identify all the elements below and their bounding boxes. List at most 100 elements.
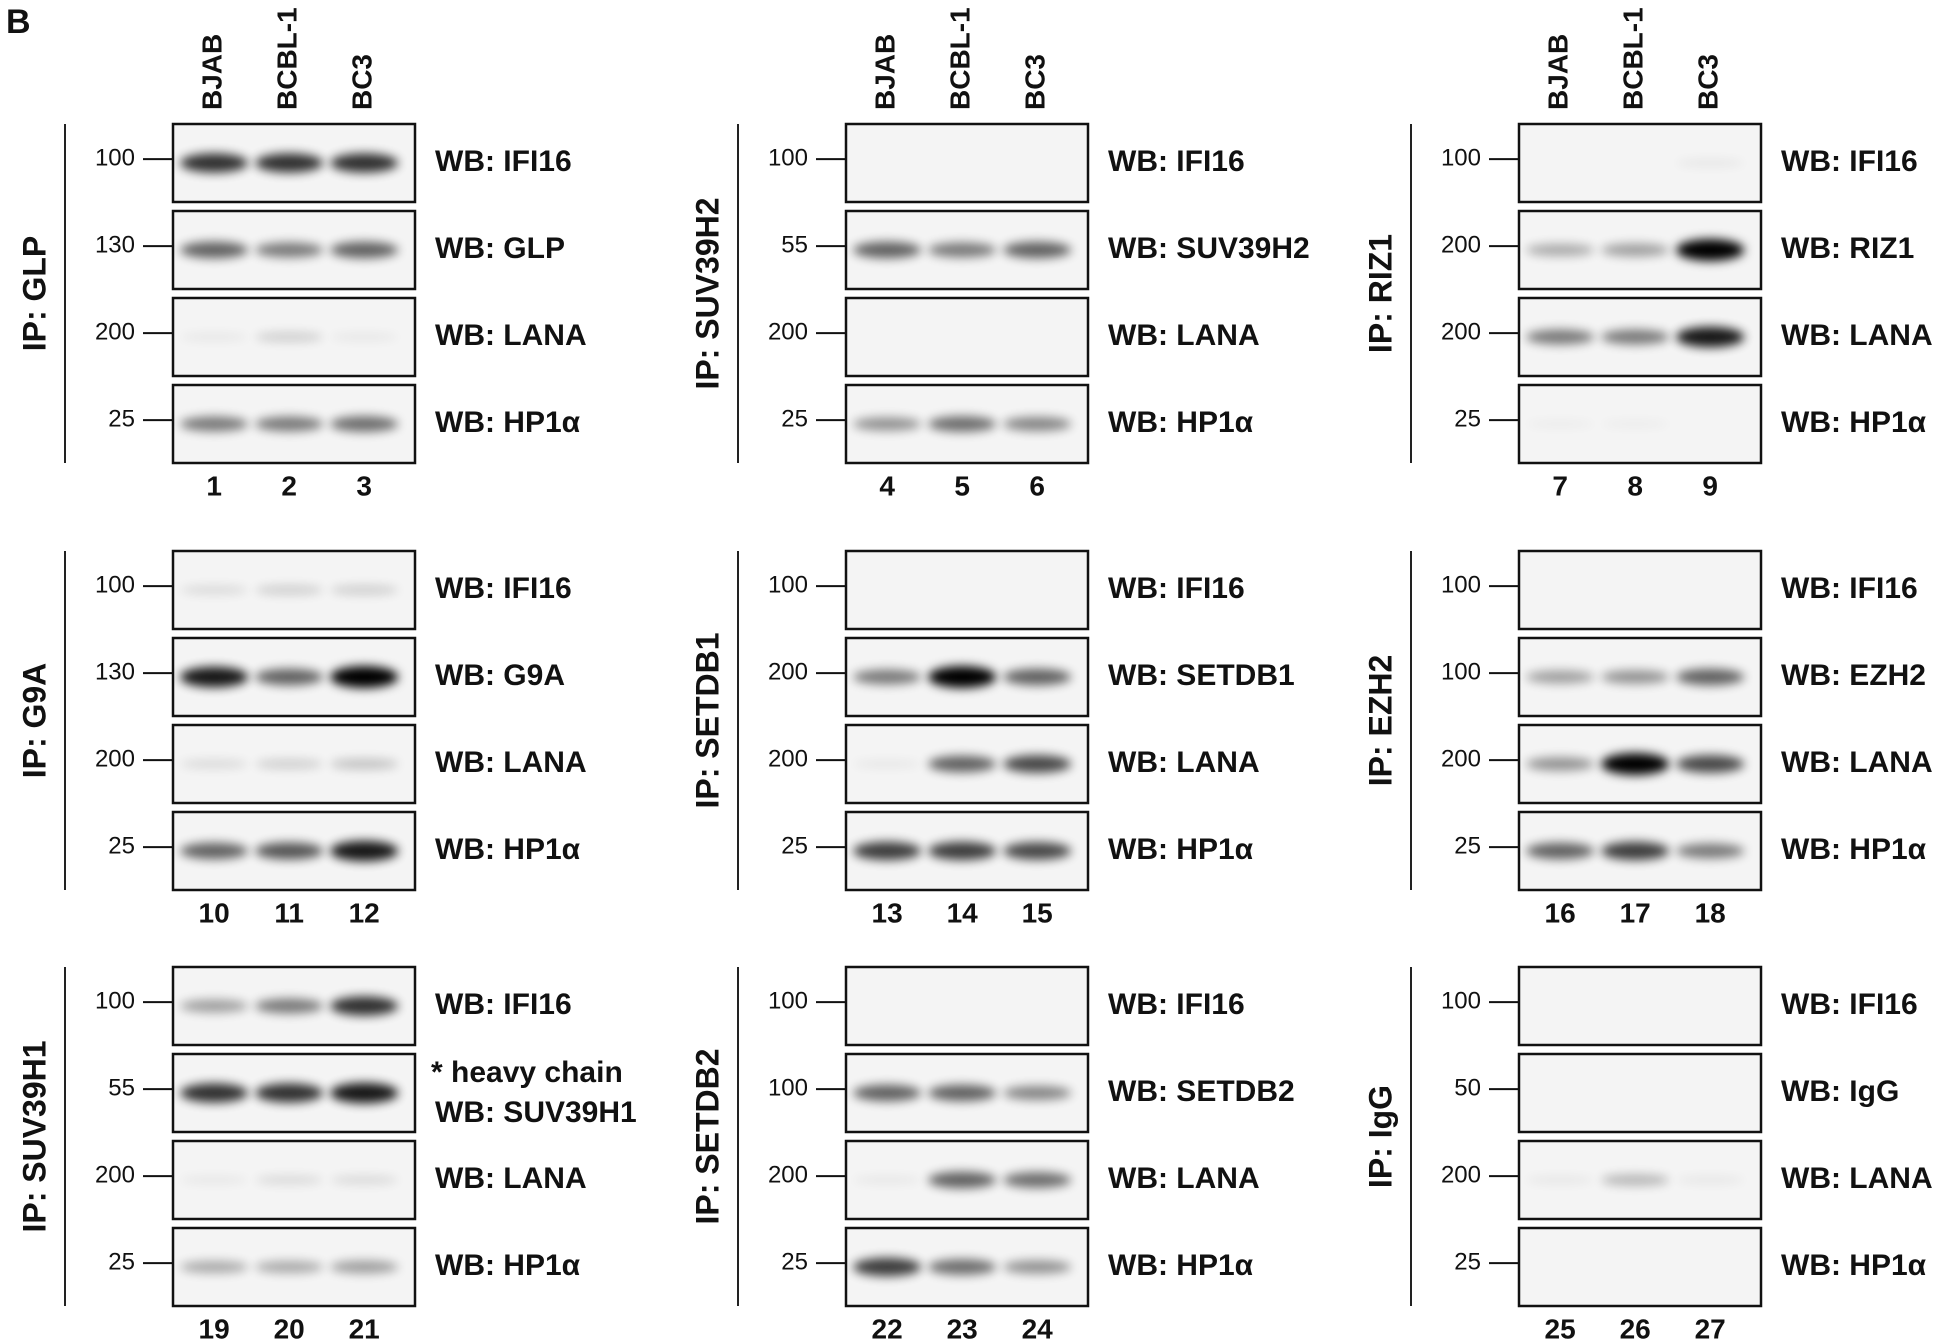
ip-label: IP: G9A xyxy=(16,663,52,779)
blot xyxy=(171,723,417,805)
band xyxy=(255,242,324,258)
blot xyxy=(1517,383,1763,465)
lane-header: BCBL-1 xyxy=(1618,7,1649,110)
blot-frame xyxy=(171,209,417,291)
lane-header: BJAB xyxy=(197,34,228,110)
band xyxy=(853,1084,922,1102)
lane-number: 12 xyxy=(349,897,380,928)
marker: 200 xyxy=(95,1161,135,1188)
band xyxy=(255,584,324,596)
wb-label: WB: HP1α xyxy=(1108,833,1254,866)
blot xyxy=(1517,209,1763,291)
band xyxy=(1601,329,1670,345)
marker: 100 xyxy=(768,1074,808,1101)
blot-frame xyxy=(844,1139,1090,1221)
band xyxy=(330,153,399,173)
blot xyxy=(171,636,417,718)
band xyxy=(1526,243,1595,257)
ip-label: IP: SETDB1 xyxy=(689,632,725,808)
lane-number: 11 xyxy=(274,897,304,928)
band xyxy=(1601,753,1670,775)
wb-label: WB: LANA xyxy=(1781,319,1933,352)
wb-label: WB: HP1α xyxy=(1781,1249,1927,1282)
band xyxy=(1676,326,1745,348)
blot xyxy=(1517,122,1763,204)
lane-number: 16 xyxy=(1545,897,1576,928)
lane-number: 10 xyxy=(199,897,230,928)
marker: 200 xyxy=(95,318,135,345)
wb-label: WB: GLP xyxy=(435,232,565,265)
blot xyxy=(1517,965,1763,1047)
blot xyxy=(844,122,1090,204)
marker: 100 xyxy=(768,571,808,598)
wb-label: WB: HP1α xyxy=(1781,406,1927,439)
band xyxy=(1003,668,1072,686)
blot xyxy=(1517,549,1763,631)
lane-number: 24 xyxy=(1022,1313,1054,1341)
lane-number: 21 xyxy=(349,1313,380,1341)
blot-frame xyxy=(171,1226,417,1308)
blot-frame xyxy=(1517,1052,1763,1134)
lane-header: BCBL-1 xyxy=(945,7,976,110)
lane-number: 8 xyxy=(1627,470,1643,501)
blot-frame xyxy=(844,965,1090,1047)
band xyxy=(928,1171,997,1189)
marker: 25 xyxy=(108,405,135,432)
wb-label: WB: SUV39H2 xyxy=(1108,232,1310,265)
band xyxy=(330,1082,399,1104)
lane-number: 22 xyxy=(872,1313,903,1341)
marker: 100 xyxy=(1441,987,1481,1014)
band xyxy=(1676,755,1745,773)
blot-frame xyxy=(171,1052,417,1134)
lane-number: 18 xyxy=(1695,897,1726,928)
band xyxy=(853,1257,922,1277)
lane-header: BJAB xyxy=(1543,34,1574,110)
wb-label: WB: IFI16 xyxy=(1781,988,1918,1021)
band xyxy=(180,416,249,432)
blot xyxy=(171,296,417,378)
band xyxy=(1526,420,1594,428)
wb-label: WB: IFI16 xyxy=(435,572,572,605)
wb-label: WB: IFI16 xyxy=(1108,572,1245,605)
blot xyxy=(844,209,1090,291)
marker: 200 xyxy=(768,745,808,772)
lane-number: 27 xyxy=(1695,1313,1726,1341)
blot xyxy=(171,209,417,291)
blot xyxy=(1517,1052,1763,1134)
band xyxy=(1676,668,1745,686)
band xyxy=(1526,329,1595,345)
lane-number: 9 xyxy=(1702,470,1718,501)
wb-label: WB: LANA xyxy=(435,1162,587,1195)
blot-frame xyxy=(1517,549,1763,631)
wb-label: WB: LANA xyxy=(1781,746,1933,779)
band xyxy=(330,758,399,770)
band xyxy=(1601,670,1670,684)
lane-header: BC3 xyxy=(1020,54,1051,110)
lane-number: 3 xyxy=(356,470,372,501)
band xyxy=(928,242,997,258)
band xyxy=(255,842,324,860)
marker: 100 xyxy=(768,144,808,171)
blot-frame xyxy=(1517,122,1763,204)
blot-frame xyxy=(844,1226,1090,1308)
band xyxy=(180,585,249,595)
marker: 100 xyxy=(95,571,135,598)
band xyxy=(928,1259,997,1275)
blot-frame xyxy=(1517,209,1763,291)
blot-frame xyxy=(171,723,417,805)
wb-label: WB: IFI16 xyxy=(435,145,572,178)
band xyxy=(255,1260,324,1274)
note: * heavy chain xyxy=(431,1056,623,1089)
lane-number: 1 xyxy=(206,470,222,501)
blot-frame xyxy=(844,723,1090,805)
band xyxy=(180,666,249,688)
marker: 55 xyxy=(781,231,808,258)
marker: 100 xyxy=(95,987,135,1014)
marker: 25 xyxy=(1454,405,1481,432)
blot-frame xyxy=(844,636,1090,718)
ip-label: IP: GLP xyxy=(16,236,52,352)
lane-header: BJAB xyxy=(870,34,901,110)
band xyxy=(1003,1260,1072,1274)
marker: 25 xyxy=(1454,1248,1481,1275)
